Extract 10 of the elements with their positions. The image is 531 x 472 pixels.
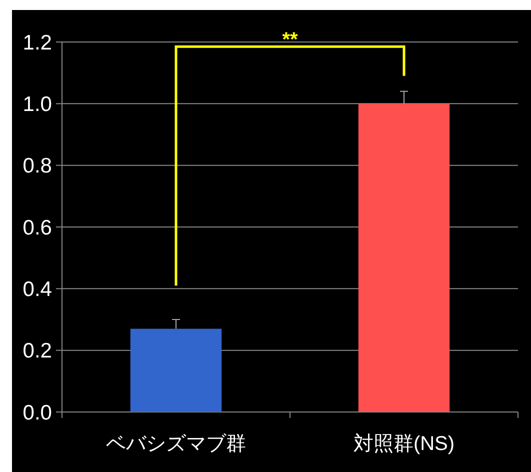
y-tick-label: 0.8 — [22, 154, 52, 178]
y-tick-label: 0.2 — [22, 340, 52, 363]
y-tick-label: 0.6 — [22, 216, 52, 240]
annotation: ** — [282, 29, 298, 51]
x-tick-label: 対照群(NS) — [353, 433, 455, 455]
y-tick-label: 0.0 — [22, 401, 52, 424]
y-tick-label: 1.2 — [22, 31, 52, 54]
x-tick-label: ベバシズマブ群 — [106, 433, 246, 455]
y-tick-label: 0.4 — [22, 278, 52, 302]
y-tick-label: 1.0 — [22, 93, 52, 116]
